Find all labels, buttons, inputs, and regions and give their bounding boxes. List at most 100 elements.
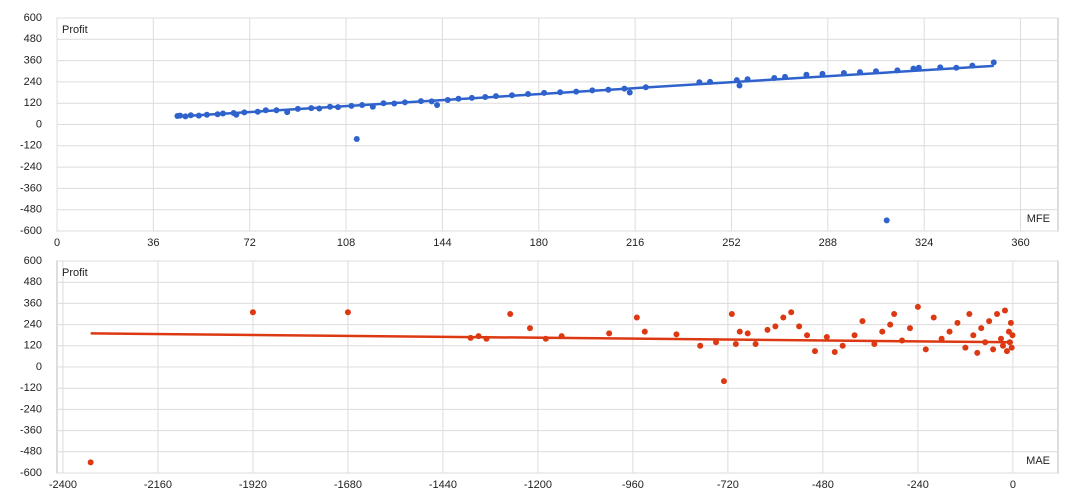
point: [1009, 332, 1016, 339]
y-tick-label: 240: [24, 319, 42, 331]
point: [796, 323, 803, 330]
point: [772, 323, 779, 330]
y-tick-label: -120: [20, 140, 42, 152]
x-tick-label: 252: [722, 237, 740, 249]
point: [851, 332, 858, 339]
y-tick-label: 360: [24, 297, 42, 309]
point: [966, 311, 973, 317]
point: [736, 82, 743, 89]
x-tick-label: -1440: [429, 479, 457, 491]
point: [744, 330, 751, 337]
y-tick-label: 120: [24, 97, 42, 109]
x-tick-label: 0: [1010, 479, 1016, 491]
point: [823, 333, 830, 340]
point: [962, 344, 969, 351]
point: [831, 348, 838, 355]
x-tick-label: -1200: [524, 479, 552, 491]
point: [732, 341, 739, 348]
point: [697, 342, 704, 349]
point: [879, 328, 886, 335]
point: [720, 378, 727, 385]
x-tick-label: 180: [530, 237, 548, 249]
x-tick-label: 144: [433, 237, 451, 249]
point: [641, 328, 648, 335]
x-tick-label: 288: [819, 237, 837, 249]
point: [344, 309, 351, 316]
y-tick-label: 480: [24, 276, 42, 288]
x-tick-label: -1680: [334, 479, 362, 491]
point: [887, 321, 894, 328]
point: [87, 459, 94, 466]
trend-line: [177, 64, 994, 118]
y-tick-label: -120: [20, 382, 42, 394]
point: [990, 346, 997, 353]
x-tick-label: 108: [337, 237, 355, 249]
point: [728, 311, 735, 317]
y-tick-label: 0: [36, 361, 42, 373]
point: [804, 332, 811, 339]
trend-line: [90, 332, 1013, 344]
y-tick-label: 600: [24, 255, 42, 267]
x-tick-label: 360: [1011, 237, 1029, 249]
point: [871, 341, 878, 348]
y-tick-label: -600: [20, 467, 42, 479]
point: [606, 330, 613, 337]
y-axis-label: Profit: [62, 24, 88, 36]
point: [752, 341, 759, 348]
x-tick-label: 324: [915, 237, 933, 249]
x-tick-label: -240: [907, 479, 929, 491]
point: [788, 309, 795, 316]
point: [713, 339, 720, 346]
point: [526, 325, 533, 332]
point: [883, 217, 890, 224]
point: [938, 335, 945, 342]
y-tick-label: -600: [20, 225, 42, 237]
point: [633, 314, 640, 321]
point: [1003, 348, 1010, 355]
point: [736, 328, 743, 335]
x-axis-label: MAE: [1026, 455, 1050, 467]
point: [859, 318, 866, 325]
y-tick-label: 600: [24, 12, 42, 24]
point: [986, 318, 993, 325]
y-tick-label: 240: [24, 76, 42, 88]
point: [915, 64, 922, 71]
x-tick-label: -1920: [239, 479, 267, 491]
point: [914, 303, 921, 310]
x-tick-label: 36: [147, 237, 159, 249]
x-tick-label: 216: [626, 237, 644, 249]
y-tick-label: -480: [20, 446, 42, 458]
point: [1001, 307, 1008, 314]
point: [922, 346, 929, 353]
point: [507, 311, 514, 317]
x-tick-label: -480: [812, 479, 834, 491]
point: [978, 325, 985, 332]
point: [673, 331, 680, 338]
point: [839, 342, 846, 349]
point: [434, 101, 441, 108]
point: [946, 328, 953, 335]
point: [998, 335, 1005, 342]
y-tick-label: -360: [20, 425, 42, 437]
point: [990, 59, 997, 66]
x-tick-label: -2160: [144, 479, 172, 491]
point: [994, 311, 1001, 317]
y-tick-label: 360: [24, 55, 42, 67]
x-tick-label: -2400: [49, 479, 77, 491]
y-axis-label: Profit: [62, 267, 88, 279]
point: [780, 314, 787, 321]
point: [930, 314, 937, 321]
point: [1007, 319, 1014, 326]
y-tick-label: 0: [36, 118, 42, 130]
point: [764, 326, 771, 333]
x-axis-label: MFE: [1027, 213, 1050, 225]
point: [353, 136, 360, 143]
y-tick-label: -360: [20, 182, 42, 194]
x-tick-label: -720: [717, 479, 739, 491]
point: [974, 349, 981, 356]
point: [1008, 344, 1015, 351]
x-tick-label: 0: [54, 237, 60, 249]
point: [970, 332, 977, 339]
point: [954, 319, 961, 326]
